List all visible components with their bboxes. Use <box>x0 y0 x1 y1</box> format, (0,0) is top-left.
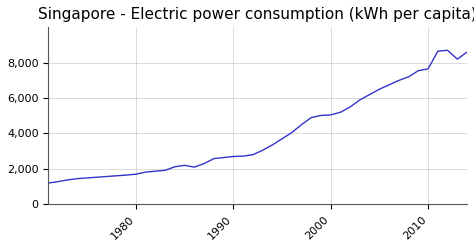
Title: Singapore - Electric power consumption (kWh per capita): Singapore - Electric power consumption (… <box>38 7 474 22</box>
